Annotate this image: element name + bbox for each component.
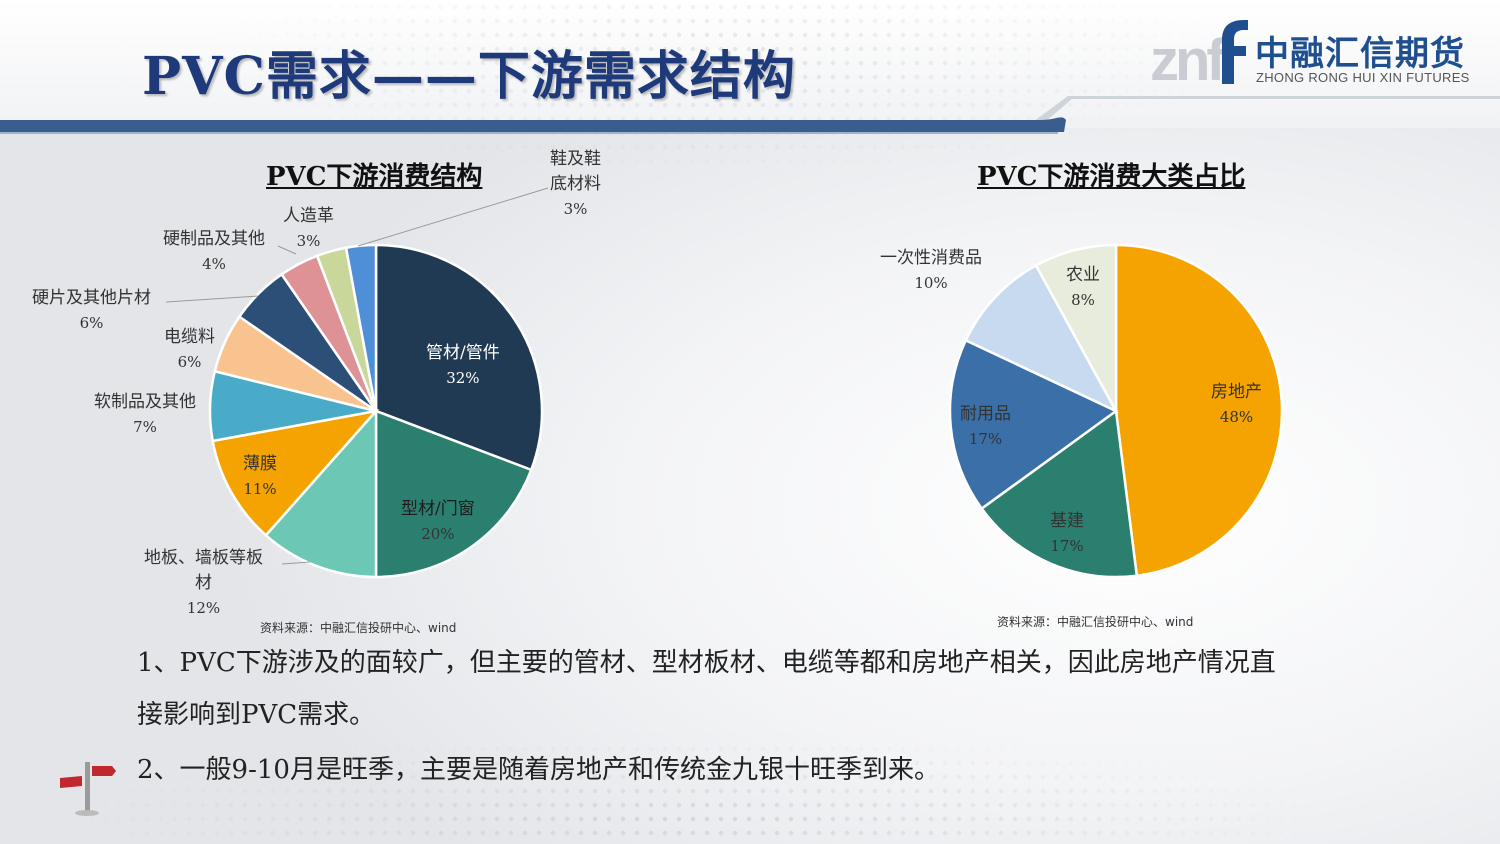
chart2-slice-2: [948, 338, 1119, 511]
chart1-label-rigid-sheet: 硬片及其他片材 6%: [32, 288, 151, 332]
chart1-label-film: 薄膜 11%: [243, 454, 277, 498]
chart2-slice-4: [1034, 243, 1118, 412]
chart1-slice-9: [344, 243, 378, 412]
chart1-label-soft-products: 软制品及其他 7%: [94, 392, 196, 436]
paragraph-1-line-2: 接影响到PVC需求。: [137, 700, 376, 730]
chart2-label-agriculture: 农业 8%: [1066, 265, 1100, 309]
chart2-label-disposables: 一次性消费品 10%: [880, 248, 982, 292]
paragraph-1-line-1: 1、PVC下游涉及的面较广，但主要的管材、型材板材、电缆等都和房地产相关，因此房…: [137, 648, 1276, 678]
company-logo-icon: znf: [1150, 28, 1230, 88]
chart1-source: 资料来源：中融汇信投研中心、wind: [260, 621, 457, 635]
chart1-leader-line-3: [281, 561, 311, 565]
chart2-label-durables: 耐用品 17%: [960, 404, 1011, 448]
signpost-icon: [60, 762, 116, 816]
chart1-label-profiles: 型材/门窗 20%: [401, 499, 475, 543]
chart2-label-infrastructure: 基建 17%: [1050, 511, 1084, 555]
chart1-label-rigid-products: 硬制品及其他 4%: [163, 229, 265, 273]
chart1-leader-line-0: [357, 187, 549, 247]
chart1-leader-line-1: [277, 245, 297, 255]
chart2-slice-1: [979, 408, 1139, 579]
chart2-source: 资料来源：中融汇信投研中心、wind: [997, 615, 1194, 629]
logo-en-text: ZHONG RONG HUI XIN FUTURES: [1256, 70, 1470, 85]
chart1-title: PVC下游消费结构: [266, 162, 483, 192]
page-title: PVC需求——下游需求结构: [142, 46, 796, 107]
chart2-label-real-estate: 房地产 48%: [1211, 382, 1262, 426]
chart2-slice-3: [964, 263, 1119, 414]
paragraph-2: 2、一般9-10月是旺季，主要是随着房地产和传统金九银十旺季到来。: [137, 755, 940, 785]
chart2-slice-0: [1114, 243, 1284, 578]
header-divider: [0, 96, 1500, 134]
chart1-label-cable: 电缆料 6%: [164, 327, 215, 371]
chart1-label-floor-board: 地板、墙板等板材 12%: [144, 548, 263, 617]
chart1-slice-0: [374, 243, 544, 472]
chart1-label-pipes: 管材/管件 32%: [426, 343, 500, 387]
logo-f-mark-icon: [1222, 20, 1248, 84]
chart1-slice-3: [211, 409, 380, 538]
logo-cn-text: 中融汇信期货: [1255, 34, 1465, 74]
logo-zn-mark: znf: [1150, 28, 1226, 88]
chart1-slice-1: [374, 409, 533, 579]
chart2-title: PVC下游消费大类占比: [977, 162, 1246, 192]
chart1-leader-line-2: [165, 295, 259, 303]
chart1-slice-2: [264, 407, 378, 579]
chart1-label-shoe-material: 鞋及鞋 底材料 3%: [550, 149, 601, 218]
paragraph-1: 1、PVC下游涉及的面较广，但主要的管材、型材板材、电缆等都和房地产相关，因此房…: [137, 637, 1276, 741]
chart1-label-artificial-leather: 人造革 3%: [283, 206, 334, 250]
header-band: [0, 0, 1500, 128]
